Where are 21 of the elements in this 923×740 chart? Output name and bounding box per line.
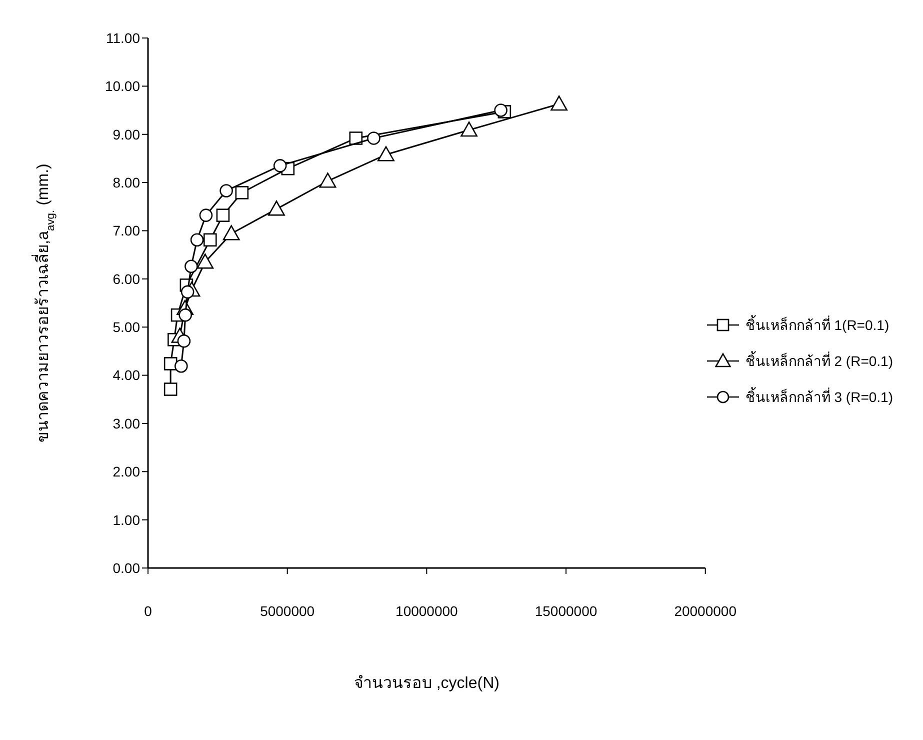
x-tick-label: 10000000: [396, 602, 458, 619]
y-tick-label: 6.00: [112, 270, 140, 287]
legend-label: ชิ้นเหล็กกล้าที่ 2 (R=0.1): [745, 350, 893, 371]
y-tick-label: 1.00: [112, 512, 140, 528]
y-tick-label: 3.00: [112, 415, 140, 432]
legend-label: ชิ้นเหล็กกล้าที่ 1(R=0.1): [745, 314, 890, 335]
y-tick-label: 8.00: [112, 174, 140, 191]
legend-label: ชิ้นเหล็กกล้าที่ 3 (R=0.1): [745, 386, 893, 407]
y-tick-label: 9.00: [112, 126, 140, 142]
x-tick-label: 20000000: [674, 602, 737, 619]
x-tick-label: 5000000: [260, 602, 315, 619]
y-tick-label: 0.00: [112, 560, 140, 576]
x-axis-title: จำนวนรอบ ,cycle(N): [354, 675, 500, 692]
x-tick-label: 15000000: [534, 602, 598, 619]
y-tick-label: 11.00: [106, 30, 140, 46]
y-tick-label: 2.00: [112, 464, 140, 480]
y-tick-label: 7.00: [112, 222, 140, 239]
y-tick-label: 5.00: [112, 319, 140, 336]
x-tick-label: 0: [144, 602, 152, 619]
y-tick-label: 4.00: [112, 367, 140, 384]
y-tick-label: 10.00: [104, 78, 140, 94]
